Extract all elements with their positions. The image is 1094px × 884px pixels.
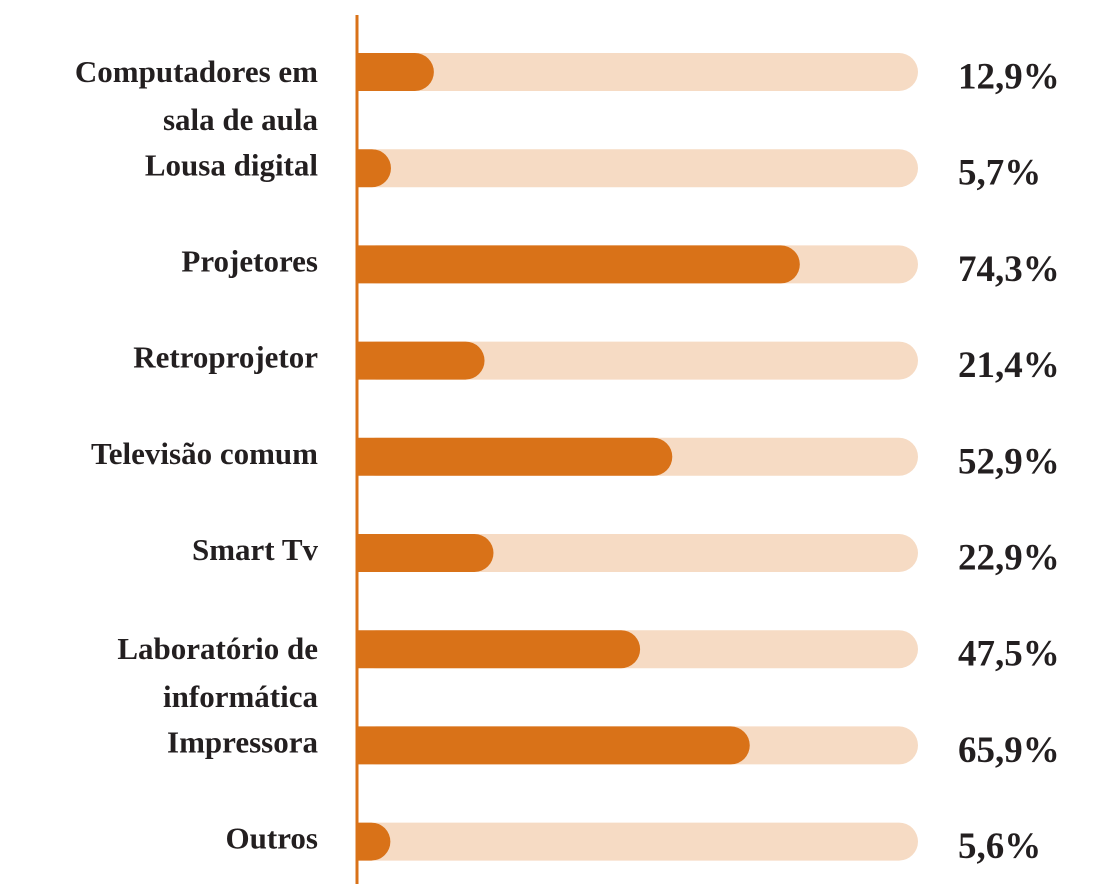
bar — [357, 341, 485, 380]
bar-track — [357, 149, 918, 188]
category-label: Lousa digital — [145, 147, 319, 182]
category-label: Projetores — [181, 244, 318, 279]
value-label: 21,4% — [958, 345, 1060, 386]
value-label: 22,9% — [958, 537, 1060, 578]
bar — [357, 245, 800, 284]
bar-track — [357, 53, 918, 91]
bar — [357, 534, 494, 572]
value-label: 52,9% — [958, 441, 1060, 482]
bar — [357, 630, 641, 669]
bar-track — [357, 534, 918, 572]
category-label: Retroprojetor — [133, 340, 318, 375]
bar — [357, 149, 391, 188]
bar-track — [357, 341, 918, 380]
category-label: Impressora — [167, 725, 318, 760]
bar — [357, 726, 750, 765]
category-label: Computadores em sala de aula — [75, 54, 319, 137]
category-label: Televisão comum — [91, 436, 318, 471]
bar — [357, 437, 673, 476]
bar-track — [357, 822, 918, 861]
value-label: 47,5% — [958, 634, 1060, 675]
category-label: Outros — [226, 821, 318, 856]
category-label: Smart Tv — [192, 532, 319, 567]
value-label: 5,6% — [958, 826, 1041, 867]
value-label: 74,3% — [958, 249, 1060, 290]
value-label: 5,7% — [958, 153, 1041, 194]
category-label: Laboratório de informática — [117, 631, 318, 714]
value-label: 65,9% — [958, 730, 1060, 771]
value-label: 12,9% — [958, 56, 1060, 97]
bar — [357, 53, 434, 91]
bar — [357, 822, 391, 861]
